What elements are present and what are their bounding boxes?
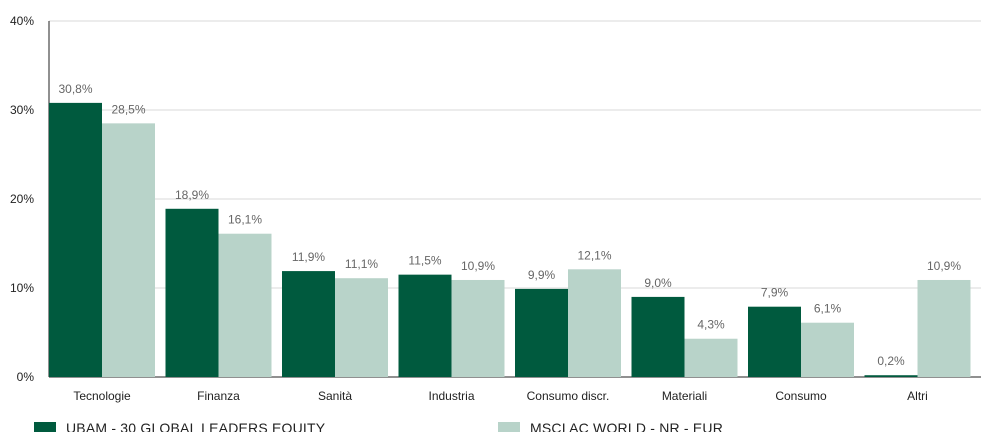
data-label: 16,1% [228,213,262,227]
data-labels: 30,8% 28,5% 18,9% 16,1% 11,9% 11,1% 11,5% 10,9%… [58,82,961,368]
y-tick-label: 20% [10,192,34,206]
bar-2-7 [917,279,971,377]
data-label: 12,1% [577,248,611,262]
bar-1-7 [864,375,918,377]
data-label: 4,3% [697,318,725,332]
data-label: 11,9% [292,250,325,264]
legend-item-series-2: MSCI AC WORLD - NR - EUR [498,420,723,432]
data-label: 28,5% [111,102,145,116]
bar-chart: 0% 10% 20% 30% 40% 30,8% 28,5% 18,9% 16,1% 11,9%… [10,14,981,403]
data-label: 9,0% [644,276,672,290]
bars [49,102,971,377]
data-label: 11,5% [408,254,441,268]
x-axis-categories: Tecnologie Finanza Sanità Industria Consumo … [73,389,928,403]
bar-2-6 [801,322,854,377]
bar-1-4 [515,288,568,377]
y-tick-label: 10% [10,281,34,295]
bar-2-4 [568,269,621,377]
x-category-label: Finanza [197,389,240,403]
bar-1-5 [631,296,685,377]
bar-2-1 [218,233,272,377]
bar-2-5 [684,338,738,377]
legend-item-series-1: UBAM - 30 GLOBAL LEADERS EQUITY [34,420,325,432]
y-tick-label: 40% [10,14,34,28]
bar-1-2 [282,271,335,377]
legend-label-series-1: UBAM - 30 GLOBAL LEADERS EQUITY [66,420,326,432]
x-category-label: Sanità [318,389,352,403]
bar-1-0 [49,102,102,377]
y-tick-label: 30% [10,103,34,117]
data-label: 30,8% [58,82,92,96]
data-label: 10,9% [927,259,961,273]
legend-label-series-2: MSCI AC WORLD - NR - EUR [530,420,724,432]
bar-1-6 [748,306,801,377]
y-axis-ticks: 0% 10% 20% 30% 40% [10,14,34,384]
legend: UBAM - 30 GLOBAL LEADERS EQUITY MSCI AC … [34,416,974,432]
x-category-label: Consumo [775,389,827,403]
data-label: 6,1% [814,302,842,316]
bar-1-1 [165,208,219,377]
x-category-label: Industria [428,389,474,403]
bar-2-0 [102,123,155,377]
legend-swatch-series-1 [34,422,56,432]
data-label: 18,9% [175,188,209,202]
y-tick-label: 0% [17,370,35,384]
x-category-label: Tecnologie [73,389,131,403]
data-label: 11,1% [345,257,378,271]
bar-1-3 [398,274,452,377]
x-category-label: Altri [907,389,928,403]
data-label: 10,9% [461,259,495,273]
x-category-label: Consumo discr. [527,389,610,403]
legend-swatch-series-2 [498,422,520,432]
data-label: 9,9% [528,268,556,282]
data-label: 0,2% [877,354,905,368]
bar-2-3 [451,279,505,377]
x-category-label: Materiali [662,389,707,403]
bar-2-2 [335,278,388,377]
data-label: 7,9% [761,286,789,300]
